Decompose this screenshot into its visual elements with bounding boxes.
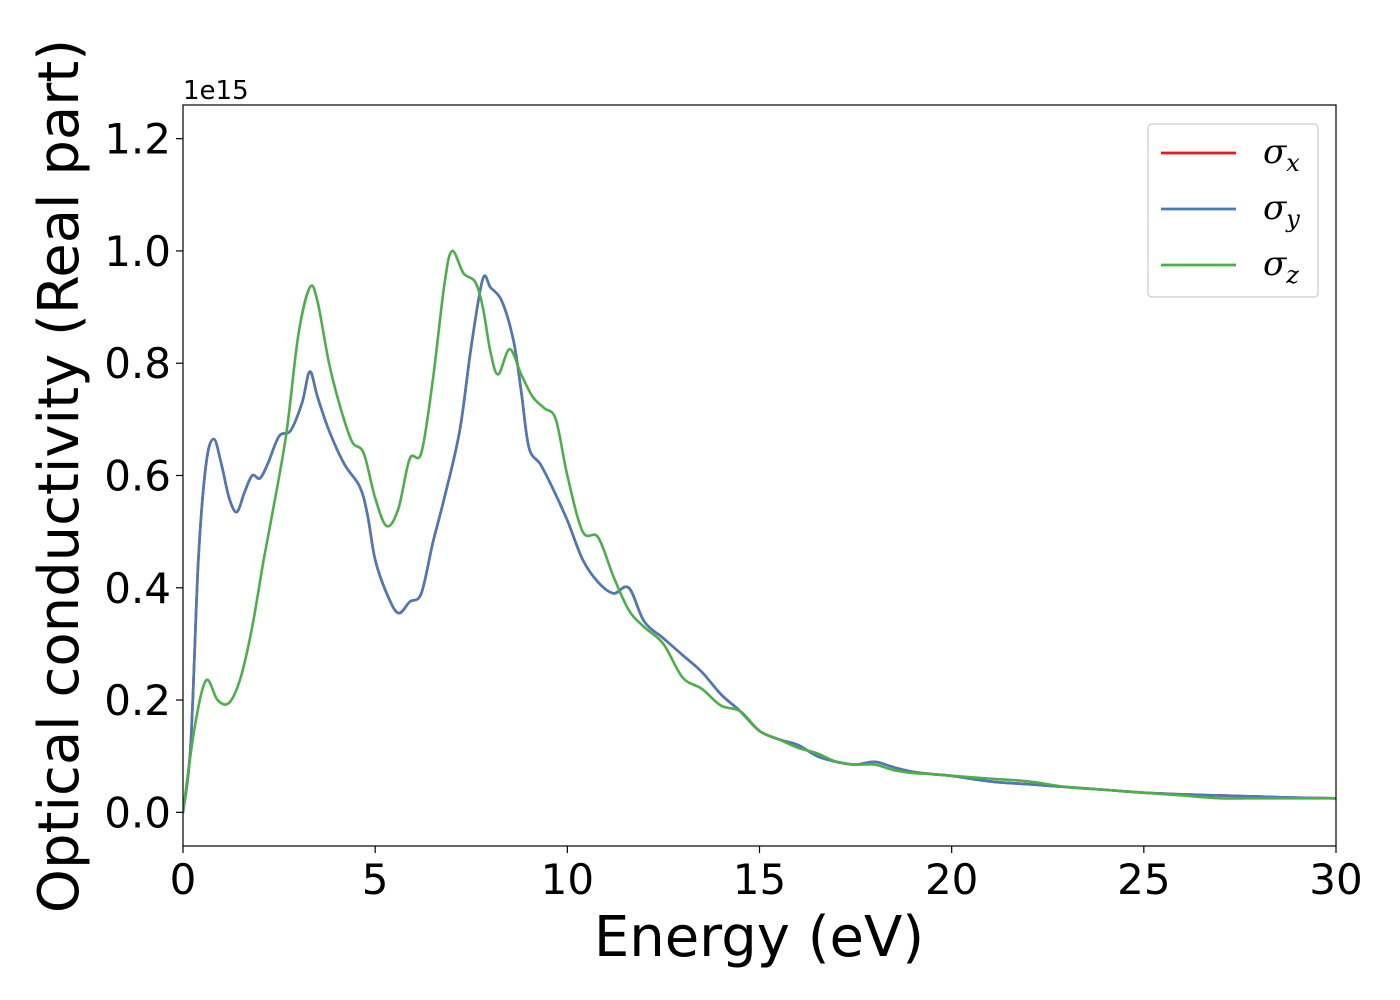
legend-box bbox=[1147, 123, 1319, 298]
x-tick-label: 10 bbox=[541, 855, 594, 904]
y-tick-label: 1.0 bbox=[104, 227, 171, 276]
x-tick-label: 5 bbox=[362, 855, 389, 904]
y-tick-label: 0.4 bbox=[104, 564, 171, 613]
y-tick-label: 0.0 bbox=[104, 788, 171, 837]
y-tick-label: 0.6 bbox=[104, 452, 171, 501]
series-group bbox=[183, 249, 1336, 814]
legend: σx σy σz bbox=[1147, 123, 1319, 298]
y-tick-label: 1.2 bbox=[104, 115, 171, 164]
x-tick-label: 30 bbox=[1309, 855, 1362, 904]
x-axis-title: Energy (eV) bbox=[594, 905, 924, 970]
y-axis-title: Optical conductivity (Real part) bbox=[27, 39, 92, 913]
legend-label-x: σx bbox=[1263, 132, 1300, 177]
x-tick-label: 15 bbox=[733, 855, 786, 904]
legend-label-y: σy bbox=[1263, 188, 1300, 233]
series-line-z bbox=[183, 249, 1336, 814]
y-tick-label: 0.2 bbox=[104, 676, 171, 725]
x-axis-ticks: 0 5 10 15 20 25 30 bbox=[170, 846, 1363, 904]
legend-label-z: σz bbox=[1263, 244, 1299, 289]
y-axis-ticks: 0.0 0.2 0.4 0.6 0.8 1.0 1.2 bbox=[104, 115, 183, 837]
x-tick-label: 25 bbox=[1117, 855, 1170, 904]
y-axis-offset-text: 1e15 bbox=[183, 76, 249, 106]
x-tick-label: 20 bbox=[925, 855, 978, 904]
x-tick-label: 0 bbox=[170, 855, 197, 904]
y-tick-label: 0.8 bbox=[104, 339, 171, 388]
